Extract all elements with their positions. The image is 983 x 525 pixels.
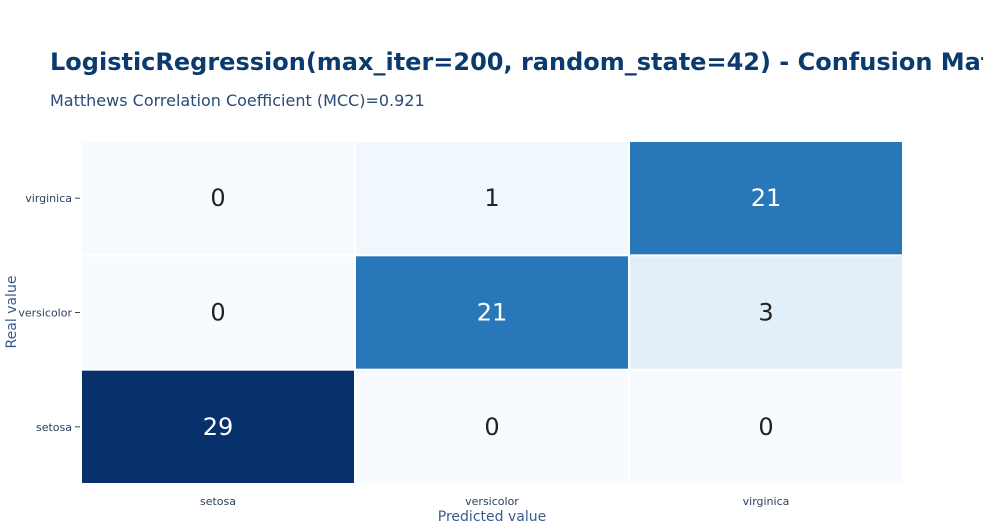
heatmap-cell-setosa-setosa (82, 370, 354, 483)
heatmap-cell-versicolor-versicolor (356, 256, 628, 369)
heatmap-cell-virginica-setosa (82, 142, 354, 255)
x-axis-title: Predicted value (438, 509, 546, 525)
cell-value-label: 0 (484, 413, 499, 441)
x-tick-label: setosa (200, 495, 236, 508)
cell-value-label: 0 (758, 413, 773, 441)
heatmap-cell-virginica-virginica (630, 142, 902, 255)
cell-value-label: 21 (477, 299, 508, 327)
cell-value-label: 0 (210, 299, 225, 327)
heatmap-cell-setosa-versicolor (356, 370, 628, 483)
cell-value-label: 21 (751, 184, 782, 212)
y-tick-label: versicolor (18, 307, 72, 320)
cell-value-label: 29 (203, 413, 234, 441)
y-tick-label: setosa (36, 421, 72, 434)
chart-subtitle: Matthews Correlation Coefficient (MCC)=0… (50, 91, 425, 110)
cell-value-label: 3 (758, 299, 773, 327)
chart-title: LogisticRegression(max_iter=200, random_… (50, 48, 983, 76)
heatmap-cell-versicolor-setosa (82, 256, 354, 369)
heatmap-cell-virginica-versicolor (356, 142, 628, 255)
heatmap-cell-setosa-virginica (630, 370, 902, 483)
x-tick-label: virginica (743, 495, 790, 508)
heatmap-cell-versicolor-virginica (630, 256, 902, 369)
x-tick-label: versicolor (465, 495, 519, 508)
heatmap-cells (82, 142, 902, 483)
cell-value-label: 1 (484, 184, 499, 212)
cell-value-label: 0 (210, 184, 225, 212)
y-tick-label: virginica (25, 192, 72, 205)
x-axis-ticks: setosa versicolor virginica (200, 495, 789, 508)
heatmap-cell-labels: 29 0 0 0 21 3 0 1 21 (203, 184, 782, 441)
y-axis-title: Real value (4, 276, 20, 349)
y-axis-ticks: setosa versicolor virginica (18, 192, 80, 434)
